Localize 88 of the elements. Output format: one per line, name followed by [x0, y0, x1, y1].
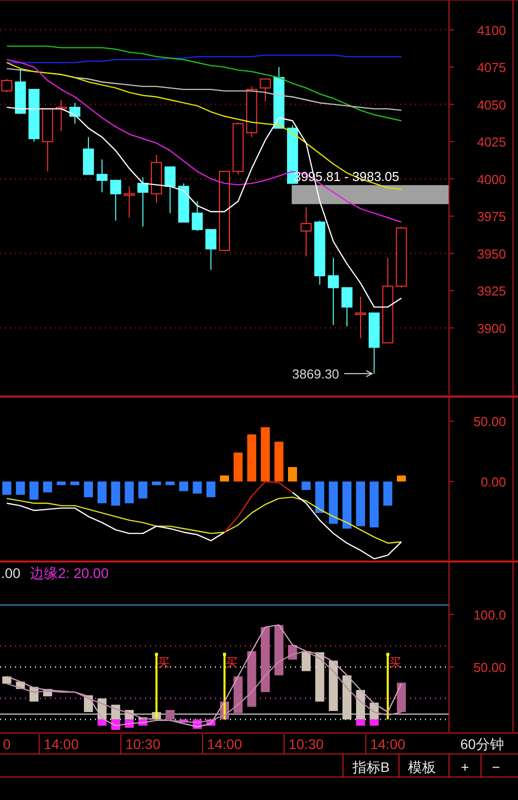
y-tick-label: 0.00	[480, 474, 506, 490]
candlestick	[300, 206, 312, 257]
bar	[383, 482, 392, 506]
bar	[356, 690, 366, 720]
x-tick-label: 14:00	[370, 736, 406, 752]
line-series	[6, 106, 402, 308]
bar	[98, 482, 107, 504]
bar	[234, 452, 243, 482]
bar	[16, 482, 25, 495]
bar	[315, 482, 324, 513]
bar	[2, 482, 12, 495]
annotation: .00	[1, 565, 21, 581]
candlestick	[96, 158, 108, 193]
bar	[111, 704, 120, 720]
bar	[166, 482, 175, 486]
bar	[166, 710, 175, 720]
bar	[288, 467, 298, 482]
bar	[111, 482, 120, 506]
bar	[315, 652, 324, 702]
line-series	[6, 59, 402, 223]
line-series	[224, 480, 294, 533]
x-tick-label: 14:00	[44, 736, 79, 752]
bar	[234, 676, 243, 714]
bar	[342, 482, 352, 529]
bar	[370, 482, 379, 528]
y-tick-label: 4025	[477, 134, 506, 150]
bar	[70, 482, 80, 486]
bar	[328, 660, 338, 712]
y-tick-label: 3900	[477, 320, 506, 336]
y-tick-label: 4000	[477, 172, 506, 187]
y-tick-label: 3925	[477, 284, 506, 299]
annotation: 买	[157, 655, 170, 670]
bar	[356, 482, 366, 526]
candlestick	[328, 257, 339, 326]
y-tick-label: 4050	[477, 97, 506, 112]
text: −	[492, 759, 500, 775]
candlestick	[124, 186, 135, 218]
y-tick-label: 3975	[477, 209, 506, 224]
annotation: 3869.30	[292, 366, 340, 382]
x-tick-label: 10:30	[125, 736, 161, 752]
bar	[192, 482, 202, 494]
text: 60分钟	[460, 736, 504, 752]
line-series	[6, 54, 402, 64]
bar	[179, 482, 188, 492]
annotation: 边缘2: 20.00	[30, 565, 109, 581]
bar	[396, 475, 406, 482]
bar	[247, 651, 256, 707]
line-series	[6, 62, 402, 190]
annotation: 买	[388, 655, 401, 670]
x-tick-label: 10:30	[288, 736, 324, 752]
bar	[396, 682, 406, 712]
bar	[220, 475, 229, 482]
line-series	[6, 624, 402, 728]
bar	[302, 482, 311, 490]
bar	[356, 719, 366, 726]
x-tick-label: 14:00	[206, 736, 242, 752]
bar	[43, 482, 52, 492]
line-series	[6, 46, 402, 122]
bar	[274, 442, 284, 482]
bar	[328, 482, 338, 524]
text: 模板	[408, 759, 436, 775]
annotation: 买	[226, 655, 238, 670]
y-tick-label: 4075	[477, 60, 506, 76]
bar	[370, 719, 379, 726]
text: +	[460, 759, 470, 775]
bar	[302, 651, 311, 672]
bar	[260, 627, 270, 692]
y-tick-label: 50.00	[473, 660, 506, 675]
bar	[152, 482, 161, 486]
bar	[30, 482, 39, 500]
candlestick	[355, 296, 366, 339]
bar	[342, 675, 352, 720]
line-series	[6, 650, 402, 724]
bar	[124, 482, 134, 504]
bar	[56, 482, 66, 486]
y-tick-label: 50.00	[473, 414, 506, 430]
bar	[84, 482, 93, 498]
text: 指标B	[351, 759, 390, 775]
line-series	[6, 496, 402, 544]
bar	[138, 482, 148, 498]
bar	[206, 482, 216, 498]
y-tick-label: 100.0	[473, 607, 506, 622]
y-tick-label: 4100	[477, 22, 506, 38]
bar	[260, 427, 270, 482]
y-tick-label: 3950	[477, 246, 506, 262]
bar	[247, 434, 256, 482]
bar	[274, 624, 284, 676]
x-tick-label: 0	[2, 736, 11, 752]
